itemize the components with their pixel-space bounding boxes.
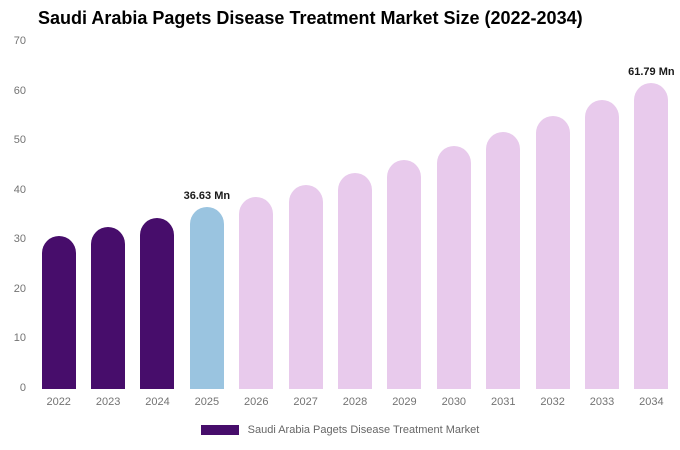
bar-cell: 36.63 Mn (182, 42, 231, 389)
bar-cell (83, 42, 132, 389)
y-tick-label: 40 (13, 183, 26, 196)
y-tick-label: 0 (19, 382, 26, 394)
bar-value-label: 36.63 Mn (183, 190, 231, 203)
bar-2022 (41, 236, 76, 389)
bar-cell (330, 42, 379, 389)
x-axis: 2022 2023 2024 2025 2026 2027 2028 2029 2030 2031… (34, 396, 676, 408)
chart-title: Saudi Arabia Pagets Disease Treatment Ma… (38, 8, 583, 28)
x-tick-label: 2022 (46, 396, 71, 408)
x-tick-label: 2025 (194, 396, 220, 408)
bar-cell (380, 42, 429, 389)
y-axis: 0 10 20 30 40 50 60 70 (0, 35, 26, 394)
x-tick-label: 2032 (540, 396, 565, 408)
bar-2025 (189, 207, 224, 389)
bar-2024 (140, 217, 175, 389)
y-tick-label: 20 (13, 282, 26, 295)
bar-cell: 61.79 Mn (627, 42, 676, 389)
bar-2027 (288, 185, 323, 389)
legend: Saudi Arabia Pagets Disease Treatment Ma… (0, 424, 680, 436)
x-tick-label: 2029 (392, 396, 417, 408)
bar-value-label: 61.79 Mn (628, 65, 675, 78)
x-tick-label: 2027 (293, 396, 318, 408)
y-tick-label: 30 (13, 233, 26, 246)
bar-cell (232, 42, 281, 389)
bar-2028 (338, 172, 373, 389)
bar-2029 (387, 159, 422, 389)
bar-cell (577, 42, 626, 389)
legend-swatch (200, 425, 239, 435)
x-tick-label: 2026 (244, 396, 269, 408)
legend-label: Saudi Arabia Pagets Disease Treatment Ma… (247, 424, 480, 436)
bar-2026 (239, 196, 274, 389)
bar-cell (429, 42, 478, 389)
x-tick-label: 2030 (441, 396, 467, 408)
bar-2031 (486, 131, 521, 389)
x-tick-label: 2034 (639, 396, 664, 408)
bar-2030 (436, 146, 471, 389)
x-tick-label: 2028 (342, 396, 368, 408)
bar-cell (133, 42, 182, 389)
y-tick-label: 10 (13, 332, 26, 345)
bar-2032 (535, 116, 570, 389)
bar-cell (281, 42, 330, 389)
bars-area: 36.63 Mn 61.79 Mn (34, 42, 676, 389)
x-tick-label: 2031 (490, 396, 516, 408)
x-tick-label: 2033 (589, 396, 615, 408)
y-tick-label: 50 (13, 134, 26, 147)
bar-cell (34, 42, 83, 389)
bar-2023 (91, 227, 126, 389)
bar-cell (479, 42, 528, 389)
x-tick-label: 2023 (95, 396, 121, 408)
y-tick-label: 60 (13, 84, 26, 97)
bar-2033 (584, 100, 619, 389)
bar-2034 (634, 82, 669, 389)
x-tick-label: 2024 (145, 396, 170, 408)
y-tick-label: 70 (13, 35, 26, 47)
bar-cell (528, 42, 577, 389)
